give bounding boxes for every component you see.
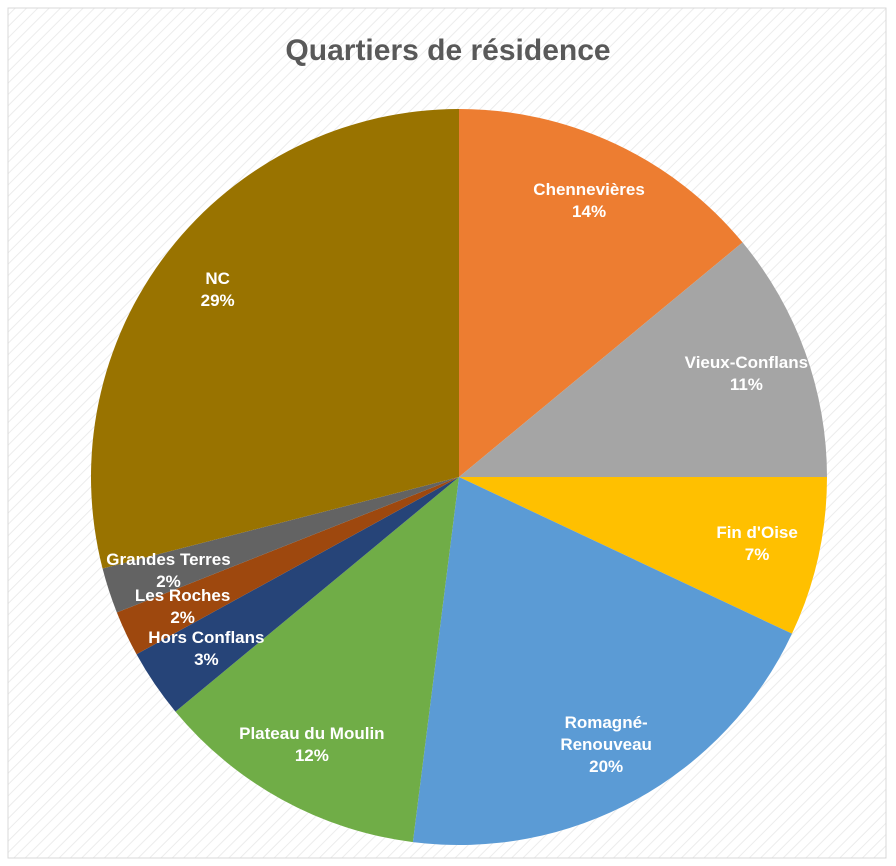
pie-slice bbox=[459, 477, 827, 634]
category-label: Chennevières bbox=[533, 179, 645, 199]
value-label: 20% bbox=[589, 756, 624, 776]
data-label: Chennevières 14% bbox=[533, 179, 645, 223]
pie-slice bbox=[136, 477, 459, 712]
value-label: 29% bbox=[200, 290, 235, 310]
category-label: Vieux-Conflans bbox=[684, 352, 809, 372]
pie bbox=[90, 109, 827, 845]
value-label: 14% bbox=[572, 201, 607, 221]
category-label: Les Roches bbox=[134, 586, 231, 606]
category-label: Plateau du Moulin bbox=[239, 723, 385, 743]
pie-slice bbox=[175, 477, 460, 843]
value-label: 2% bbox=[170, 608, 195, 628]
data-label: Vieux-Conflans 11% bbox=[685, 352, 808, 396]
chart-title: Quartiers de résidence bbox=[285, 34, 611, 67]
category-label: Hors Conflans bbox=[148, 627, 265, 647]
value-label: 11% bbox=[729, 374, 763, 394]
pie-slice bbox=[459, 109, 743, 477]
pie-slice bbox=[102, 477, 459, 613]
data-label: Hors Conflans 3% bbox=[148, 627, 264, 671]
value-label: 12% bbox=[294, 745, 329, 765]
value-label: 7% bbox=[744, 544, 770, 564]
pie-slice bbox=[90, 109, 460, 569]
data-label: Grandes Terres 2% bbox=[106, 549, 230, 593]
category-label: Fin d'Oise bbox=[716, 522, 798, 542]
value-label: 2% bbox=[156, 572, 181, 592]
value-label: 3% bbox=[194, 649, 219, 669]
data-label: Romagné-Renouveau 20% bbox=[531, 712, 681, 778]
category-label: Romagné-Renouveau bbox=[560, 712, 652, 754]
pie-slice bbox=[116, 477, 459, 655]
category-label: NC bbox=[205, 268, 230, 288]
pie-slice bbox=[412, 477, 792, 845]
data-label: Plateau du Moulin 12% bbox=[239, 723, 384, 767]
data-label: Les Roches 2% bbox=[135, 585, 230, 629]
category-label: Grandes Terres bbox=[106, 550, 231, 570]
pie-slice bbox=[459, 242, 827, 477]
data-label: NC 29% bbox=[201, 268, 235, 312]
data-label: Fin d'Oise 7% bbox=[716, 522, 798, 566]
